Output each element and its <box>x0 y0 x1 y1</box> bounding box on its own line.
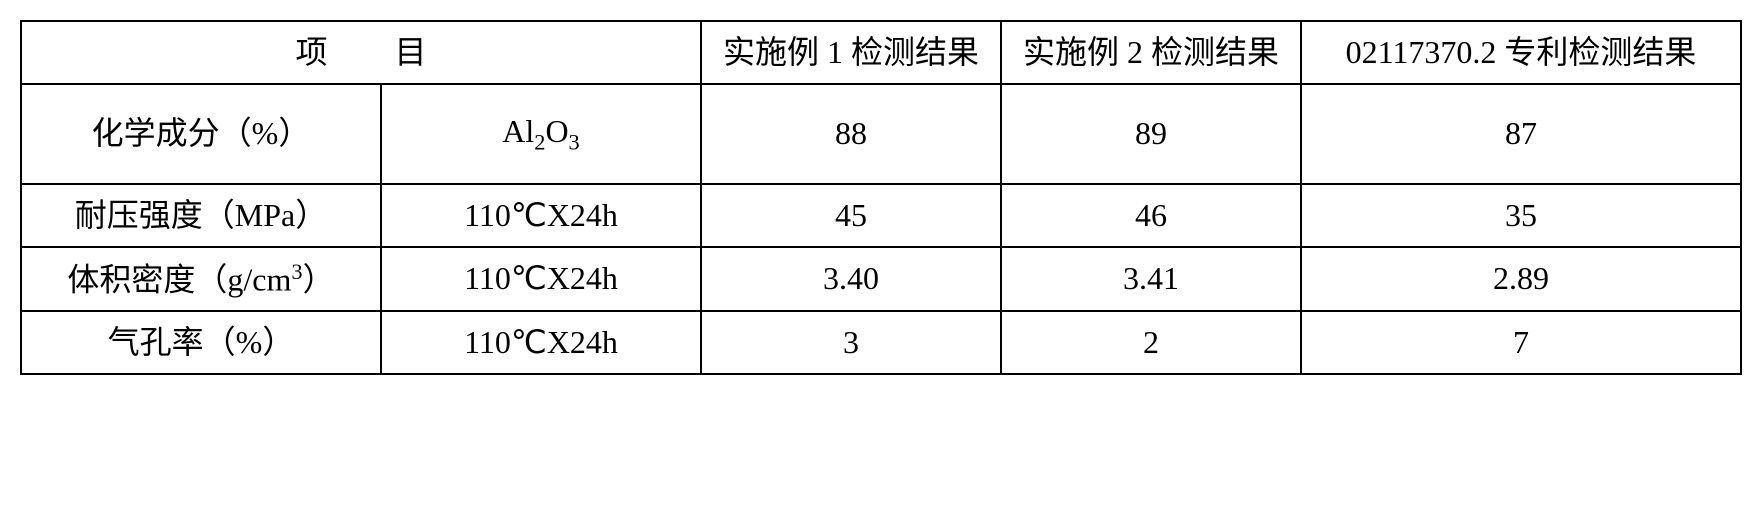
row-v2: 3.41 <box>1001 247 1301 311</box>
results-table: 项目 实施例 1 检测结果 实施例 2 检测结果 02117370.2 专利检测… <box>20 20 1742 375</box>
header-col4: 实施例 2 检测结果 <box>1001 21 1301 84</box>
table-header-row: 项目 实施例 1 检测结果 实施例 2 检测结果 02117370.2 专利检测… <box>21 21 1741 84</box>
row-v3: 87 <box>1301 84 1741 184</box>
table-row: 体积密度（g/cm3） 110℃X24h 3.40 3.41 2.89 <box>21 247 1741 311</box>
row-v2: 89 <box>1001 84 1301 184</box>
row-condition: 110℃X24h <box>381 184 701 247</box>
row-v3: 2.89 <box>1301 247 1741 311</box>
row-condition: Al2O3 <box>381 84 701 184</box>
row-v1: 3 <box>701 311 1001 374</box>
row-v3: 7 <box>1301 311 1741 374</box>
table-row: 气孔率（%） 110℃X24h 3 2 7 <box>21 311 1741 374</box>
row-name: 气孔率（%） <box>21 311 381 374</box>
row-v1: 45 <box>701 184 1001 247</box>
row-v1: 3.40 <box>701 247 1001 311</box>
header-item: 项目 <box>21 21 701 84</box>
table-row: 耐压强度（MPa） 110℃X24h 45 46 35 <box>21 184 1741 247</box>
row-v3: 35 <box>1301 184 1741 247</box>
header-item-text: 项目 <box>26 30 696 75</box>
header-col5: 02117370.2 专利检测结果 <box>1301 21 1741 84</box>
row-condition: 110℃X24h <box>381 311 701 374</box>
row-v2: 46 <box>1001 184 1301 247</box>
table-row: 化学成分（%） Al2O3 88 89 87 <box>21 84 1741 184</box>
header-col3: 实施例 1 检测结果 <box>701 21 1001 84</box>
row-name: 体积密度（g/cm3） <box>21 247 381 311</box>
row-name: 化学成分（%） <box>21 84 381 184</box>
row-name: 耐压强度（MPa） <box>21 184 381 247</box>
row-condition: 110℃X24h <box>381 247 701 311</box>
row-v1: 88 <box>701 84 1001 184</box>
row-v2: 2 <box>1001 311 1301 374</box>
